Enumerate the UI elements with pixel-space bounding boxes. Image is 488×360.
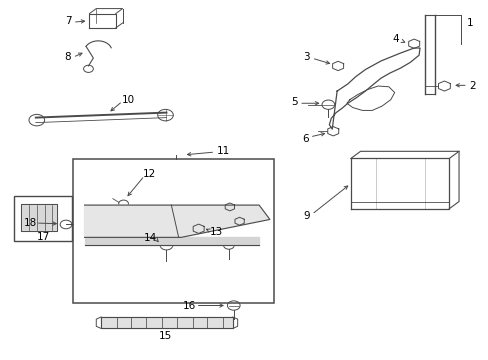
- Text: 14: 14: [143, 233, 157, 243]
- Text: 7: 7: [64, 17, 71, 27]
- Text: 15: 15: [159, 331, 172, 341]
- Bar: [14, 197, 72, 241]
- Polygon shape: [21, 204, 57, 231]
- Text: 18: 18: [23, 218, 37, 228]
- Text: 2: 2: [468, 81, 475, 91]
- Polygon shape: [84, 237, 259, 245]
- Text: 16: 16: [183, 301, 196, 311]
- Text: 13: 13: [209, 227, 223, 237]
- Polygon shape: [84, 205, 269, 237]
- Bar: [73, 159, 273, 303]
- Text: 12: 12: [143, 169, 156, 179]
- Text: 5: 5: [290, 97, 297, 107]
- Text: 10: 10: [122, 95, 135, 105]
- Text: 8: 8: [64, 52, 71, 62]
- Text: 6: 6: [302, 134, 308, 144]
- Text: 11: 11: [216, 145, 229, 156]
- Text: 9: 9: [303, 211, 309, 221]
- Text: 4: 4: [391, 35, 398, 44]
- Text: 3: 3: [303, 51, 309, 62]
- Polygon shape: [101, 317, 232, 328]
- Text: 17: 17: [37, 232, 50, 242]
- Text: 1: 1: [466, 18, 472, 28]
